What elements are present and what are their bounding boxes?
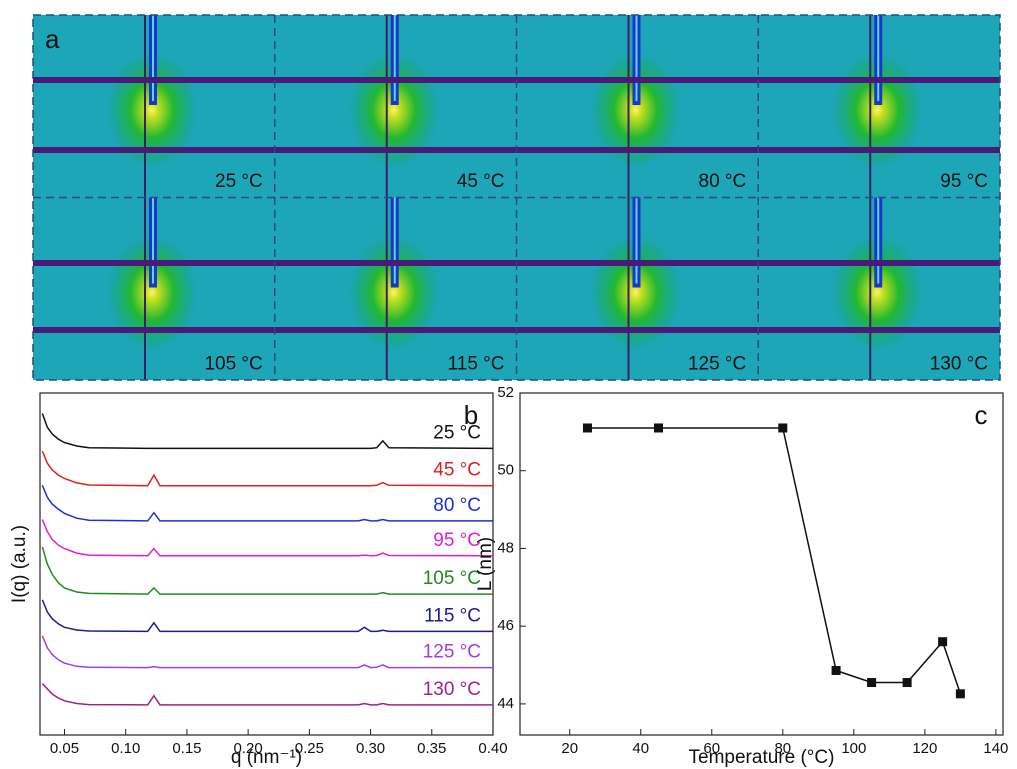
temperature-label: 95 °C [940,171,988,192]
series-label: 130 °C [423,679,481,700]
temperature-label: 80 °C [699,171,747,192]
series-label: 25 °C [433,422,481,443]
series-label: 115 °C [424,605,481,626]
x-tick-label: 80 [774,740,791,757]
temperature-label: 130 °C [930,354,988,375]
beamstop-core [877,15,880,101]
panel-label: a [45,24,60,54]
x-axis-label: q (nm⁻¹) [231,747,302,768]
data-line [41,683,493,706]
plot-frame [519,392,1004,736]
beamstop-core [393,197,396,284]
y-tick-label: 52 [497,384,514,401]
temperature-label: 45 °C [457,171,505,192]
data-line [41,519,494,557]
x-tick-label: 100 [841,740,866,757]
data-line [41,635,493,669]
x-tick-label: 120 [912,740,937,757]
x-tick-label: 0.20 [234,740,263,757]
x-tick-label: 0.25 [295,740,324,757]
x-axis-label: Temperature (°C) [689,747,835,768]
x-tick-label: 0.15 [172,740,201,757]
beamstop-core [877,197,880,284]
y-tick-label: 44 [497,695,514,712]
data-line [41,485,493,522]
x-tick-label: 0.35 [417,740,446,757]
beamstop-core [152,197,154,284]
data-line [41,599,493,633]
data-line [587,427,962,695]
temperature-label: 25 °C [215,171,263,192]
y-axis-label: I(q) (a.u.) [9,525,30,603]
series-label: 45 °C [433,460,481,481]
x-tick-label: 60 [703,740,720,757]
y-tick-label: 46 [497,617,514,634]
data-line [41,413,494,450]
x-tick-label: 0.05 [50,740,79,757]
series-label: 80 °C [433,495,481,516]
beamstop-core [635,197,638,284]
x-tick-label: 140 [983,740,1008,757]
beamstop-core [635,15,638,101]
temperature-label: 125 °C [688,354,746,375]
data-point [955,689,965,699]
x-tick-label: 0.40 [478,740,507,757]
y-tick-label: 48 [497,539,514,556]
data-line [41,546,493,595]
x-tick-label: 20 [561,740,578,757]
plot-frame [39,392,494,736]
beamstop-core [152,15,154,101]
beamstop-core [393,15,396,101]
x-tick-label: 40 [632,740,649,757]
data-line [41,450,494,487]
data-point [867,678,877,688]
temperature-label: 115 °C [448,354,505,375]
image-border [32,14,1001,381]
series-label: 95 °C [433,530,481,551]
y-tick-label: 50 [497,462,514,479]
series-label: 125 °C [423,642,481,663]
x-tick-label: 0.30 [356,740,385,757]
x-tick-label: 0.10 [111,740,140,757]
panel-label: c [975,400,988,430]
panel-label: b [464,400,478,430]
y-axis-label: L (nm) [475,537,496,591]
data-point [831,665,841,675]
data-point [938,637,948,647]
data-point [778,423,788,433]
data-point [582,423,592,433]
series-label: 105 °C [423,568,481,589]
data-point [654,423,664,433]
data-point [902,678,912,688]
temperature-label: 105 °C [204,354,262,375]
